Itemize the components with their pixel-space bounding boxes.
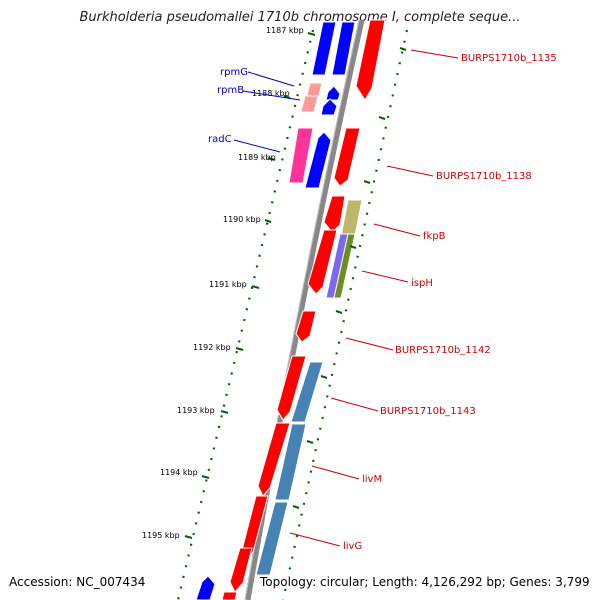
gene-reverse-1[interactable] bbox=[311, 21, 337, 76]
label-burps1710b-1142[interactable]: BURPS1710b_1142 bbox=[395, 345, 491, 356]
accession-text: Accession: NC_007434 bbox=[7, 575, 148, 589]
label-isph[interactable]: ispH bbox=[411, 278, 433, 289]
gene-livm[interactable] bbox=[274, 423, 307, 501]
kbp-label-1187: 1187 kbp bbox=[266, 26, 304, 35]
left-leader-lines bbox=[233, 71, 301, 153]
gene-reverse-5[interactable] bbox=[304, 131, 332, 189]
label-burps1710b-1143[interactable]: BURPS1710b_1143 bbox=[380, 406, 476, 417]
kbp-label-1195: 1195 kbp bbox=[142, 531, 180, 540]
gene-reverse-bottom[interactable] bbox=[195, 575, 216, 600]
kbp-label-1193: 1193 kbp bbox=[177, 406, 215, 415]
right-leader-lines bbox=[289, 49, 459, 547]
gene-forward-1193[interactable] bbox=[276, 355, 307, 421]
gene-isph-b[interactable] bbox=[333, 233, 356, 299]
topology-text: Topology: circular; Length: 4,126,292 bp… bbox=[258, 575, 592, 589]
left-tick-track bbox=[176, 29, 315, 600]
gene-burps1710b-1138[interactable] bbox=[333, 127, 361, 187]
gene-reverse-3[interactable] bbox=[325, 85, 341, 101]
gene-radc[interactable] bbox=[288, 127, 314, 184]
gene-fkpb[interactable] bbox=[340, 199, 363, 237]
kbp-label-1191: 1191 kbp bbox=[209, 280, 247, 289]
kbp-label-1188: 1188 kbp bbox=[252, 89, 290, 98]
label-livm[interactable]: livM bbox=[362, 474, 382, 485]
kbp-label-1189: 1189 kbp bbox=[238, 153, 276, 162]
label-livg[interactable]: livG bbox=[343, 541, 362, 552]
gene-forward-1190a[interactable] bbox=[323, 195, 346, 233]
gene-forward-1196[interactable] bbox=[229, 547, 253, 593]
label-rpmg[interactable]: rpmG bbox=[220, 67, 248, 78]
gene-reverse-2[interactable] bbox=[331, 21, 356, 76]
gene-forward-1190b[interactable] bbox=[307, 229, 338, 295]
kbp-label-1190: 1190 kbp bbox=[223, 215, 261, 224]
gene-reverse-4[interactable] bbox=[320, 98, 338, 116]
label-burps1710b-1135[interactable]: BURPS1710b_1135 bbox=[461, 53, 557, 64]
map-title: Burkholderia pseudomallei 1710b chromoso… bbox=[79, 10, 521, 25]
gene-burps1710b-1143[interactable] bbox=[290, 361, 324, 423]
gene-burps1710b-1135[interactable] bbox=[355, 19, 386, 101]
gene-forward-1194[interactable] bbox=[257, 422, 291, 497]
gene-burps1710b-1142[interactable] bbox=[295, 310, 317, 343]
gene-rpmb[interactable] bbox=[300, 95, 319, 113]
kbp-label-1194: 1194 kbp bbox=[160, 468, 198, 477]
label-burps1710b-1138[interactable]: BURPS1710b_1138 bbox=[436, 171, 532, 182]
label-radc[interactable]: radC bbox=[208, 134, 232, 145]
label-fkpb[interactable]: fkpB bbox=[423, 231, 446, 242]
gene-forward-bottom[interactable] bbox=[221, 591, 238, 600]
kbp-label-1192: 1192 kbp bbox=[193, 343, 231, 352]
label-rpmb[interactable]: rpmB bbox=[217, 85, 244, 96]
kbp-ticks bbox=[184, 32, 407, 539]
